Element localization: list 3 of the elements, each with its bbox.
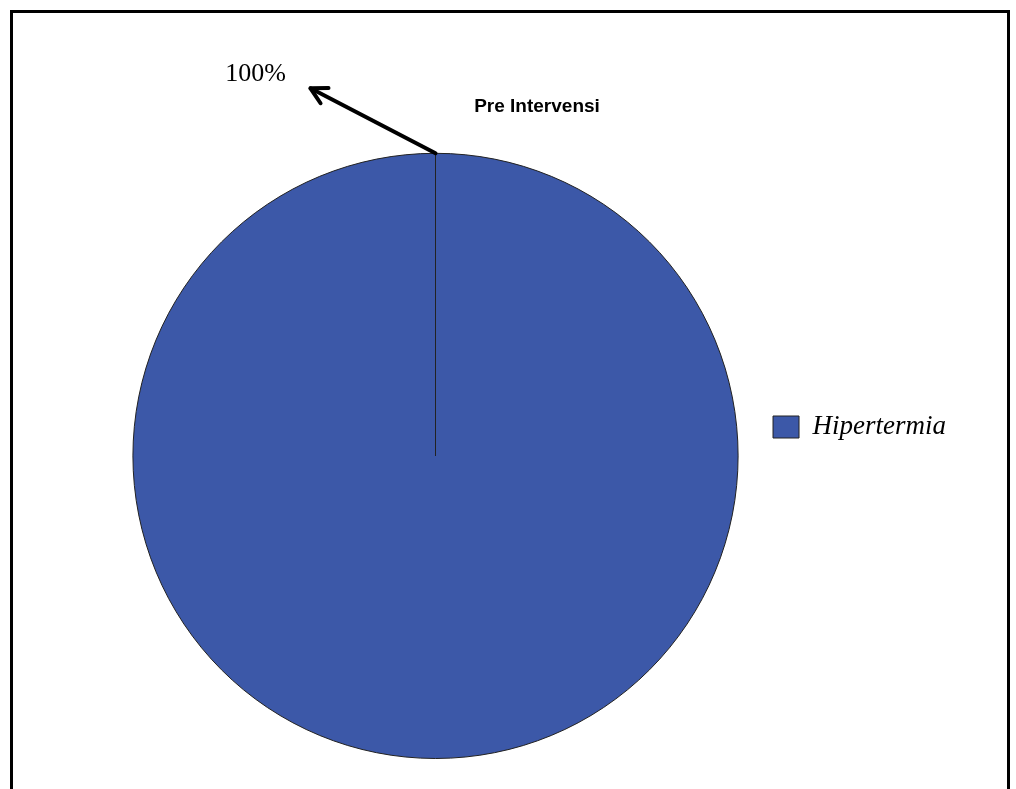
data-label: 100% bbox=[225, 58, 286, 88]
legend-label: Hipertermia bbox=[811, 410, 946, 441]
text: Pre Intervensi bbox=[474, 94, 600, 116]
